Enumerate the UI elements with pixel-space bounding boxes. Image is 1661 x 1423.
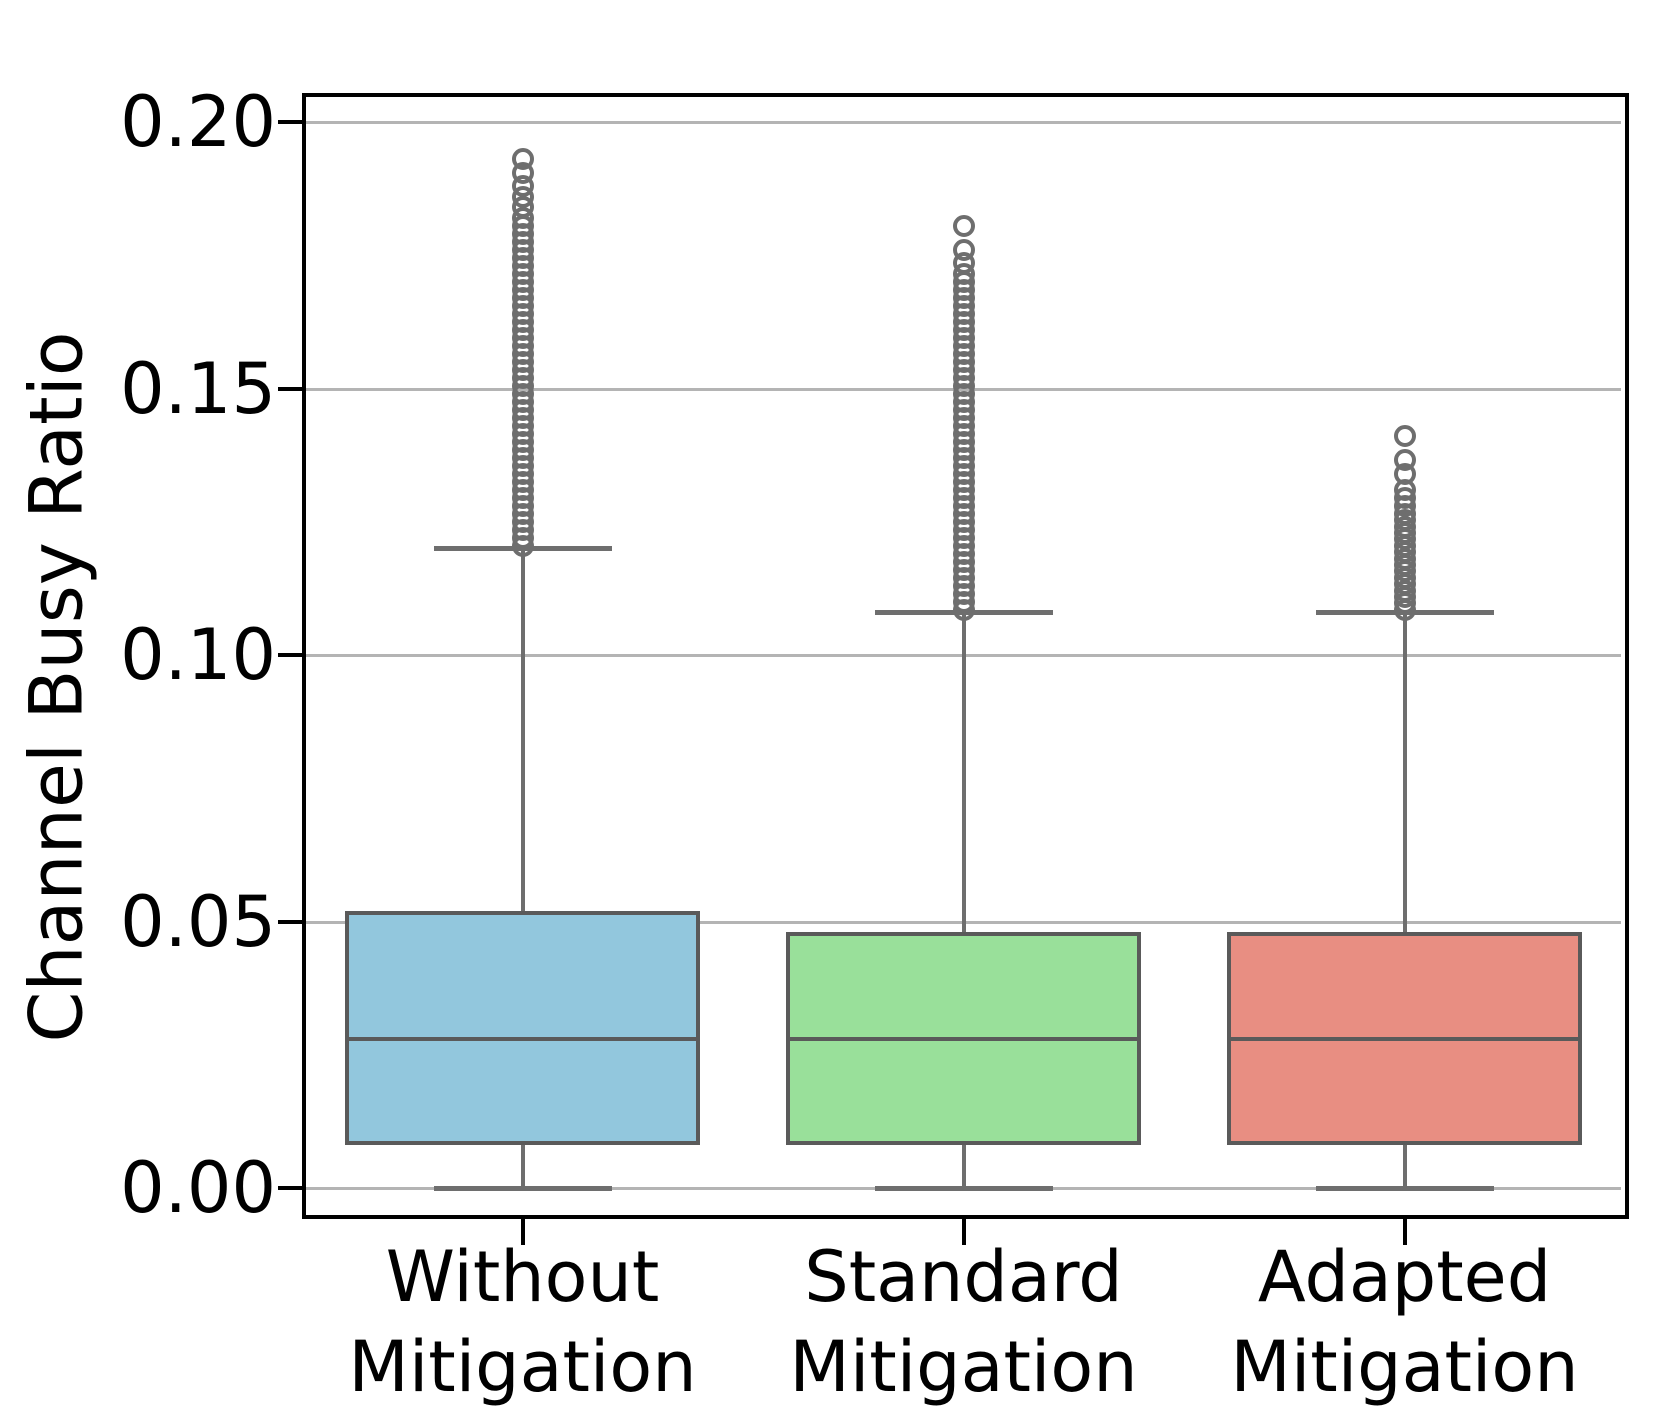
x-tick-label-line: Without bbox=[385, 1236, 660, 1318]
x-tick-label-line: Mitigation bbox=[1230, 1326, 1579, 1408]
box-without-mitigation bbox=[345, 910, 700, 1146]
x-tick-label: Adapted Mitigation bbox=[1105, 1232, 1661, 1412]
x-tick-label: Standard Mitigation bbox=[664, 1232, 1264, 1412]
y-tick-mark bbox=[278, 386, 302, 391]
y-tick-mark bbox=[278, 1186, 302, 1190]
y-tick-label: 0.05 bbox=[120, 880, 276, 963]
x-tick-label-line: Mitigation bbox=[348, 1326, 697, 1408]
lower-whisker-line bbox=[520, 1145, 525, 1188]
y-tick-mark bbox=[278, 653, 302, 657]
x-tick-label: Without Mitigation bbox=[223, 1232, 823, 1412]
y-tick-mark bbox=[278, 120, 302, 124]
median-line bbox=[786, 1036, 1141, 1041]
y-tick-mark bbox=[278, 919, 302, 924]
x-tick-label-line: Mitigation bbox=[789, 1326, 1138, 1408]
y-tick-label: 0.00 bbox=[120, 1147, 276, 1229]
lower-whisker-line bbox=[1402, 1145, 1407, 1188]
upper-whisker-line bbox=[1402, 612, 1407, 933]
upper-whisker-line bbox=[520, 548, 525, 911]
y-tick-label: 0.10 bbox=[120, 614, 276, 696]
x-tick-mark bbox=[961, 1219, 966, 1245]
x-tick-mark bbox=[520, 1219, 525, 1245]
outlier-point bbox=[952, 238, 975, 261]
y-tick-label: 0.15 bbox=[120, 347, 276, 430]
x-tick-mark bbox=[1402, 1219, 1407, 1245]
median-line bbox=[345, 1036, 700, 1041]
lower-whisker-cap bbox=[874, 1186, 1053, 1191]
lower-whisker-cap bbox=[1315, 1186, 1494, 1191]
outlier-point bbox=[1393, 449, 1416, 472]
x-tick-label-line: Adapted bbox=[1257, 1236, 1552, 1318]
lower-whisker-cap bbox=[433, 1186, 612, 1191]
y-tick-label: 0.20 bbox=[120, 81, 276, 163]
lower-whisker-line bbox=[961, 1145, 966, 1188]
outlier-point bbox=[511, 148, 534, 171]
outlier-point bbox=[1393, 425, 1416, 448]
y-gridline bbox=[306, 121, 1621, 124]
outlier-point bbox=[952, 214, 975, 237]
x-tick-label-line: Standard bbox=[804, 1236, 1123, 1318]
median-line bbox=[1227, 1036, 1582, 1041]
upper-whisker-line bbox=[961, 612, 966, 933]
